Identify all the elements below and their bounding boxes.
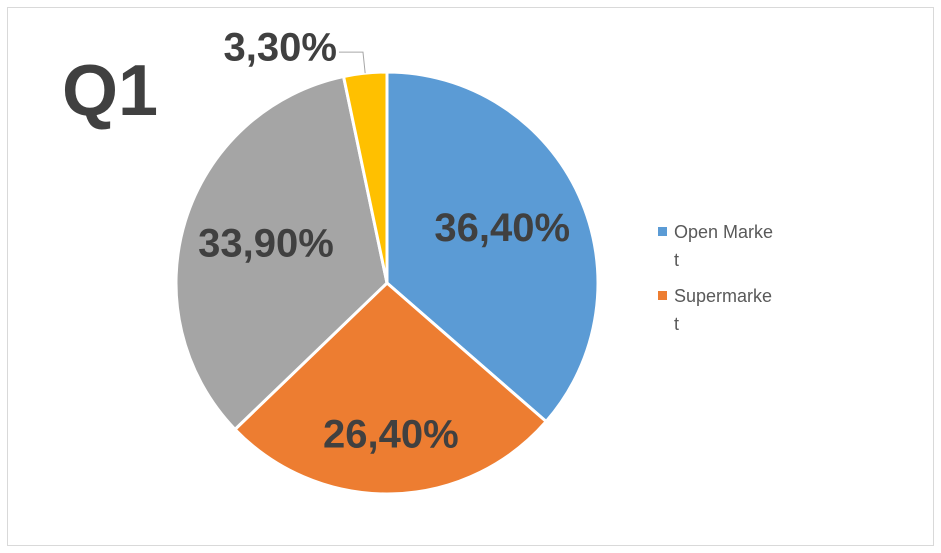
data-label: 26,40% (323, 413, 459, 457)
pie-slice (174, 74, 389, 432)
chart-title: Q1 (62, 51, 158, 131)
legend-label: Open Market (674, 222, 774, 270)
legend-swatch (658, 291, 667, 300)
legend-label: Supermarket (674, 286, 773, 334)
chart-border (7, 7, 934, 546)
legend-entry: Supermarket (658, 282, 776, 338)
data-label: 3,30% (224, 26, 337, 70)
data-label: 36,40% (434, 206, 570, 250)
data-label: 33,90% (198, 221, 334, 265)
pie-slice (232, 280, 549, 496)
leader-line (338, 51, 366, 74)
legend-entry: Open Market (658, 218, 776, 274)
legend: Open Market Supermarket (658, 218, 776, 346)
pie-slice (385, 70, 600, 424)
legend-swatch (658, 227, 667, 236)
